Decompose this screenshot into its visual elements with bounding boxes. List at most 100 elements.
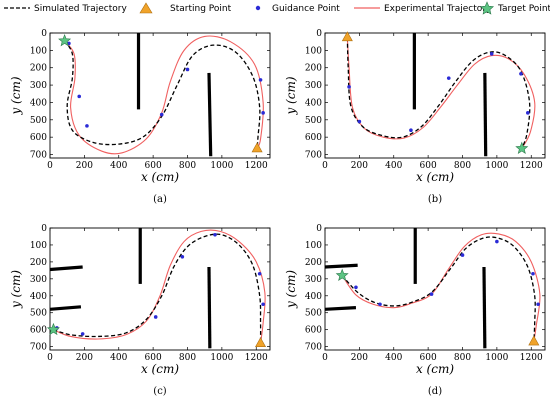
guidance-point [354, 285, 358, 290]
x-tick-label: 0 [322, 161, 328, 171]
y-tick-label: 700 [30, 151, 47, 161]
x-tick-label: 1200 [245, 353, 268, 363]
y-tick-label: 600 [30, 326, 47, 336]
panel-label: (a) [153, 194, 167, 205]
x-tick-label: 400 [110, 161, 127, 171]
plot-frame [49, 32, 271, 159]
y-tick-label: 0 [41, 224, 47, 234]
x-tick-label: 1000 [485, 161, 508, 171]
y-tick-label: 700 [305, 151, 322, 161]
y-tick-label: 700 [305, 343, 322, 353]
y-tick-label: 0 [316, 224, 322, 234]
guidance-point [526, 111, 530, 115]
simulated-trajectory-line [64, 40, 261, 149]
y-axis-label: y (cm) [284, 270, 298, 309]
guidance-point [536, 302, 540, 307]
simulated-trajectory-line [53, 233, 262, 344]
experimental-trajectory-line [341, 232, 541, 342]
y-tick-label: 300 [30, 81, 47, 91]
legend-target-point-label: Target Point [497, 4, 550, 14]
guidance-point [77, 94, 82, 99]
y-tick-label: 0 [316, 29, 322, 39]
guidance-point [495, 239, 499, 244]
y-tick-label: 200 [30, 258, 47, 268]
guidance-point [261, 111, 265, 115]
y-tick-label: 300 [30, 275, 47, 285]
legend-guidance-point-marker [255, 5, 261, 11]
x-tick-label: 0 [47, 161, 53, 171]
target-point-marker [335, 268, 349, 281]
x-tick-label: 1200 [520, 161, 543, 171]
x-tick-label: 400 [385, 161, 402, 171]
x-tick-label: 1200 [520, 353, 543, 363]
guidance-point [357, 119, 362, 124]
y-tick-label: 600 [305, 326, 322, 336]
y-tick-label: 400 [305, 98, 322, 108]
y-tick-label: 200 [305, 64, 322, 74]
guidance-point [185, 67, 190, 72]
legend-guidance-point-label: Guidance Point [272, 4, 340, 14]
x-tick-label: 400 [110, 353, 127, 363]
starting-point-marker [341, 31, 353, 42]
experimental-trajectory-line [53, 229, 266, 344]
simulated-trajectory-line [341, 236, 536, 342]
obstacle-wall [324, 306, 357, 311]
obstacle-wall [482, 266, 487, 349]
experimental-trajectory-line [346, 37, 536, 149]
x-tick-label: 800 [179, 161, 196, 171]
target-point-marker [515, 141, 529, 154]
guidance-point [80, 332, 85, 336]
y-tick-label: 400 [305, 292, 322, 302]
legend-target-point-marker [479, 1, 495, 15]
guidance-point [378, 302, 382, 307]
x-tick-label: 0 [47, 353, 53, 363]
y-tick-label: 500 [305, 309, 322, 319]
guidance-point [261, 302, 265, 307]
x-tick-label: 600 [420, 161, 437, 171]
starting-point-marker [255, 337, 267, 348]
guidance-point [180, 255, 185, 259]
experimental-trajectory-line [64, 35, 264, 155]
legend: Simulated Trajectory Starting Point Guid… [4, 1, 550, 15]
simulated-trajectory-line [346, 37, 531, 149]
guidance-point [159, 112, 164, 117]
y-tick-label: 200 [305, 258, 322, 268]
guidance-point [85, 124, 89, 128]
plot-frame [324, 227, 546, 351]
y-tick-label: 600 [305, 133, 322, 143]
guidance-point [153, 315, 158, 319]
target-point-marker [58, 33, 72, 47]
x-axis-label: x (cm) [141, 170, 179, 184]
plot-frame [49, 227, 271, 351]
guidance-point [409, 128, 413, 133]
x-tick-label: 600 [145, 353, 162, 363]
x-tick-label: 1000 [485, 353, 508, 363]
target-point-marker [46, 322, 60, 336]
guidance-point [347, 85, 351, 89]
guidance-point [429, 292, 434, 296]
y-axis-label: y (cm) [9, 270, 23, 309]
y-tick-label: 100 [305, 46, 322, 56]
guidance-point [519, 71, 523, 76]
legend-starting-point-label: Starting Point [170, 4, 232, 14]
x-tick-label: 1200 [245, 161, 268, 171]
panel-label: (c) [153, 386, 167, 397]
guidance-point [258, 78, 263, 82]
x-tick-label: 200 [351, 161, 368, 171]
y-tick-label: 600 [30, 133, 47, 143]
x-tick-label: 400 [385, 353, 402, 363]
x-tick-label: 800 [454, 353, 471, 363]
legend-experimental-label: Experimental Trajectory [384, 4, 492, 14]
y-axis-label: y (cm) [9, 76, 23, 115]
guidance-point [489, 52, 494, 56]
obstacle-wall [324, 263, 358, 269]
y-tick-label: 300 [305, 275, 322, 285]
x-tick-label: 1000 [210, 353, 233, 363]
y-tick-label: 400 [30, 292, 47, 302]
x-tick-label: 200 [351, 353, 368, 363]
y-tick-label: 100 [30, 241, 47, 251]
panel-label: (d) [428, 386, 442, 397]
x-tick-label: 800 [454, 161, 471, 171]
panel-c: 0 200 400 600 800 1000 1200 0 100 200 300 400 500 600… [9, 224, 271, 397]
